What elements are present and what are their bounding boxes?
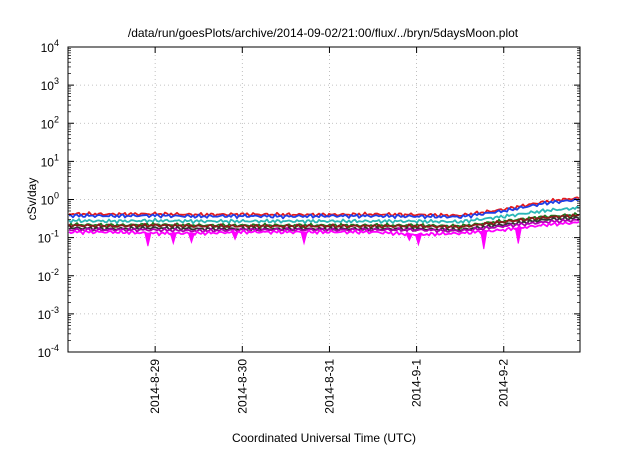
series-dip (480, 230, 488, 250)
x-tick-label: 2014-8-31 (322, 359, 336, 414)
x-tick-label: 2014-9-1 (410, 359, 424, 407)
x-axis-label: Coordinated Universal Time (UTC) (232, 431, 416, 445)
y-tick-label: 103 (41, 76, 59, 93)
y-tick-label: 10-2 (38, 267, 59, 284)
series-line (68, 196, 580, 218)
chart-title: /data/run/goesPlots/archive/2014-09-02/2… (128, 26, 519, 40)
series-dip (414, 234, 423, 247)
y-tick-label: 104 (41, 38, 59, 55)
x-axis-ticks: 2014-8-29 2014-8-30 2014-8-31 2014-9-1 2014-… (148, 47, 511, 414)
x-tick-label: 2014-9-2 (497, 359, 511, 407)
series-dip (231, 231, 239, 241)
series-dip (514, 227, 522, 244)
y-axis-label: cSv/day (25, 178, 39, 221)
y-tick-label: 100 (41, 191, 59, 208)
y-tick-label: 102 (41, 114, 59, 131)
series-layer (68, 196, 580, 250)
series-line (68, 212, 580, 229)
y-tick-label: 10-1 (38, 229, 59, 246)
series-dip (300, 231, 308, 246)
series-line (68, 213, 580, 230)
y-axis-ticks: 10-4 10-3 10-2 10-1 100 101 102 103 104 (38, 38, 580, 360)
y-tick-label: 10-4 (38, 343, 59, 360)
grid-lines (68, 47, 580, 352)
series-dip (144, 232, 152, 247)
x-tick-label: 2014-8-30 (235, 359, 249, 414)
series-dip (187, 232, 196, 244)
series-dip (169, 232, 177, 246)
series-line (68, 205, 580, 225)
y-tick-label: 10-3 (38, 305, 59, 322)
x-tick-label: 2014-8-29 (148, 359, 162, 414)
series-dip (405, 233, 414, 242)
series-line (68, 218, 580, 234)
series-line (69, 197, 580, 220)
series-line (68, 221, 580, 237)
y-tick-label: 101 (41, 152, 59, 169)
